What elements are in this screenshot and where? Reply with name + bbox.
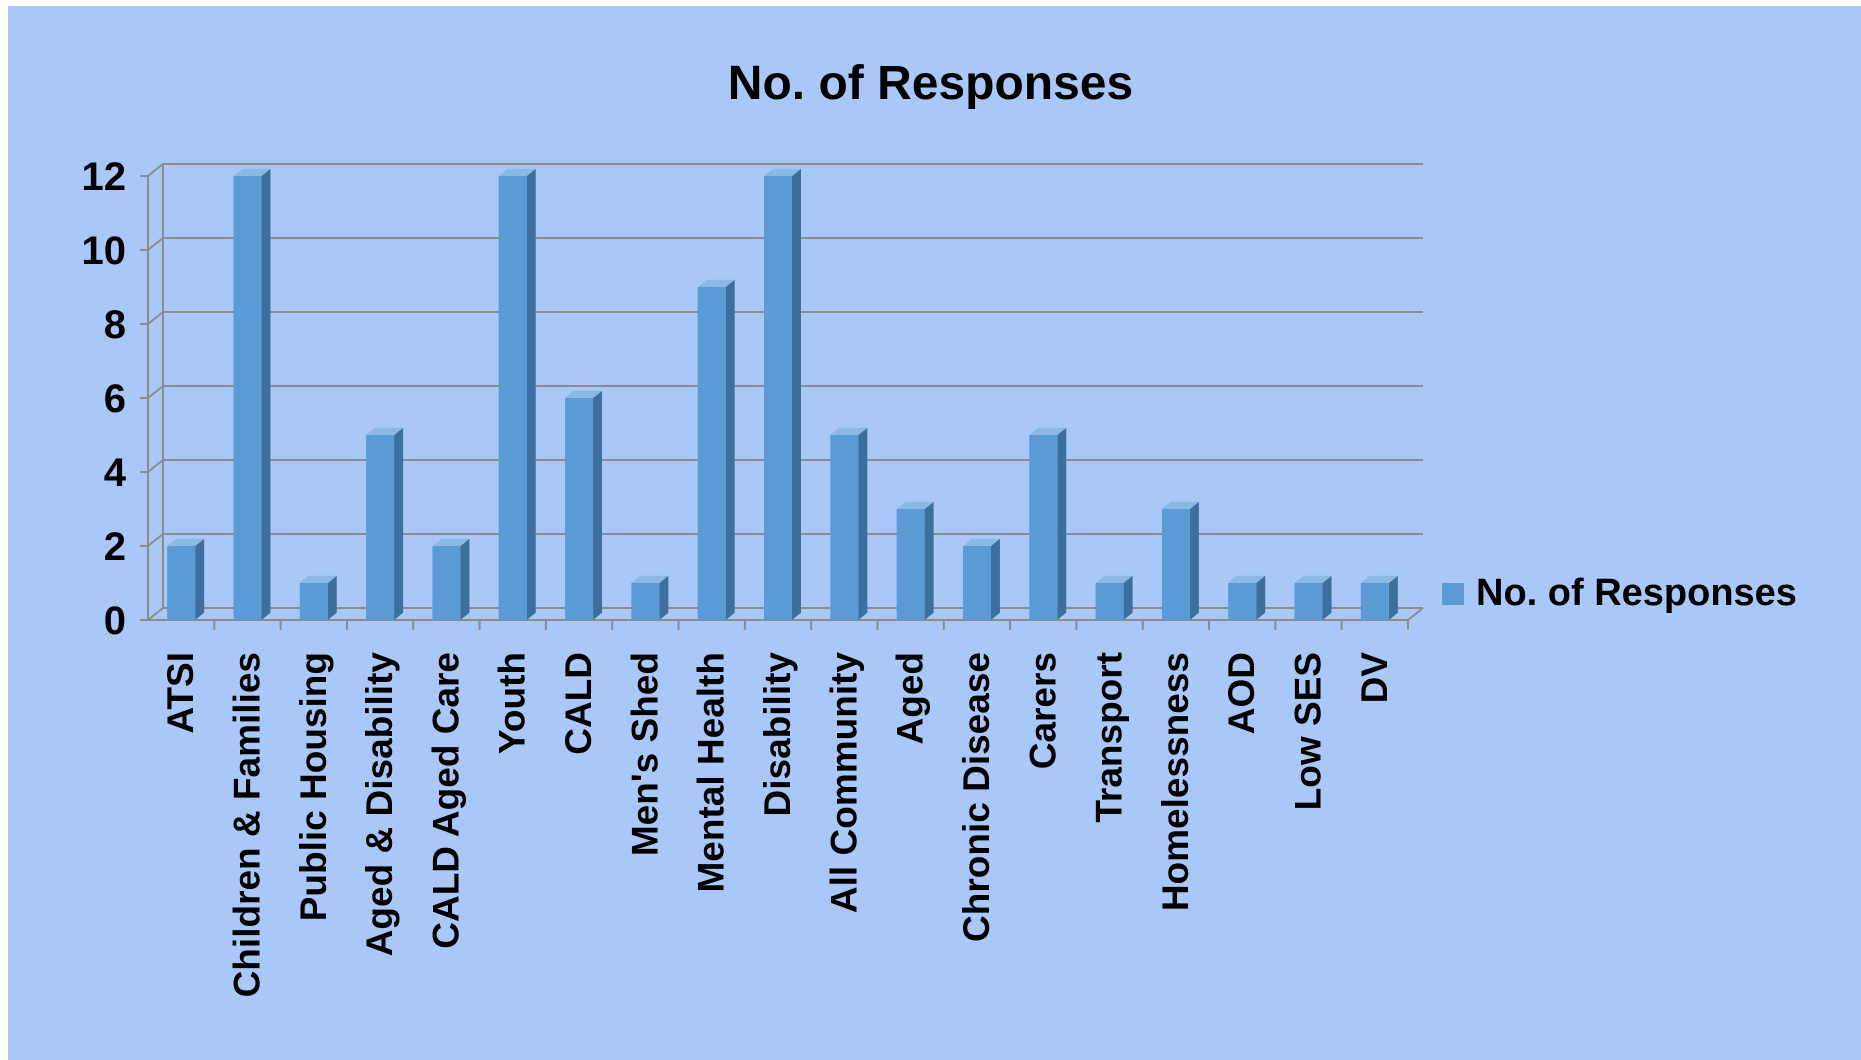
bar (1029, 435, 1058, 620)
bar (1228, 583, 1257, 620)
bar-top (697, 279, 735, 287)
bar (1294, 583, 1323, 620)
bar-top (1228, 575, 1266, 583)
x-tick-label: Public Housing (293, 652, 334, 921)
chart-title: No. of Responses (727, 57, 1134, 110)
gridline-side (147, 163, 164, 177)
bar (631, 583, 660, 620)
bar-side (924, 501, 934, 620)
gridline-side (147, 311, 164, 325)
x-tick-label: Low SES (1288, 652, 1329, 810)
gridline-side (147, 237, 164, 251)
bar-side (1256, 575, 1266, 620)
bar-top (1161, 501, 1199, 509)
y-tick-label: 4 (104, 451, 127, 495)
x-tick-label: Youth (492, 652, 533, 754)
x-tick-label: AOD (1221, 652, 1262, 734)
bar (233, 176, 262, 620)
bar (962, 546, 991, 620)
y-tick-label: 0 (104, 599, 126, 643)
bar (1161, 509, 1190, 620)
bar-side (1388, 575, 1398, 620)
bar-top (299, 575, 337, 583)
bar-side (195, 538, 205, 620)
bar-side (990, 538, 1000, 620)
bar-top (631, 575, 669, 583)
x-tick-label: Chronic Disease (956, 652, 997, 942)
bar-top (1294, 575, 1332, 583)
bar-top (565, 390, 603, 398)
x-tick-label: Men's Shed (624, 652, 665, 856)
gridline-side (147, 385, 164, 399)
bar-side (659, 575, 669, 620)
bar-top (167, 538, 205, 546)
x-tick-label: Carers (1022, 652, 1063, 769)
x-tick-label: CALD Aged Care (425, 652, 466, 949)
bar (167, 546, 196, 620)
bar-side (1123, 575, 1133, 620)
gridline-side (147, 607, 164, 621)
bar (299, 583, 328, 620)
bar (366, 435, 395, 620)
bar (1095, 583, 1124, 620)
legend-swatch (1442, 582, 1464, 605)
x-tick-label: CALD (558, 652, 599, 755)
bar-top (498, 168, 536, 176)
bar-side (394, 427, 404, 620)
bar-side (460, 538, 470, 620)
bar-top (962, 538, 1000, 546)
legend-label: No. of Responses (1476, 572, 1797, 614)
x-tick-label: Aged (890, 652, 931, 745)
bar (764, 176, 792, 620)
bar (1360, 583, 1389, 620)
x-tick-label: Mental Health (691, 652, 732, 893)
y-tick-label: 10 (82, 229, 127, 273)
bar-top (432, 538, 470, 546)
bar-side (593, 390, 603, 620)
bar-side (1322, 575, 1332, 620)
bar-top (366, 427, 404, 435)
bar (432, 546, 461, 620)
x-tick-label: Homelessness (1155, 652, 1196, 911)
bar-top (764, 168, 801, 176)
bar-side (858, 427, 868, 620)
floor-edge (1407, 607, 1424, 621)
bar-side (261, 168, 271, 621)
x-tick-label: Transport (1089, 652, 1130, 823)
bar (565, 398, 594, 620)
bar (697, 287, 726, 620)
y-tick-label: 8 (104, 303, 126, 347)
bar-side (1189, 501, 1199, 620)
bar-top (1360, 575, 1398, 583)
y-tick-label: 2 (104, 525, 126, 569)
x-tick-label: Disability (757, 652, 798, 817)
x-tick-label: All Community (823, 652, 864, 913)
bar-top (1029, 427, 1067, 435)
bar (830, 435, 859, 620)
bar (498, 176, 527, 620)
legend: No. of Responses (1442, 572, 1797, 615)
bar-top (1095, 575, 1133, 583)
gridline-side (147, 533, 164, 547)
bar-side (1057, 427, 1067, 620)
y-tick-label: 12 (82, 155, 127, 199)
x-tick-label: ATSI (160, 652, 201, 734)
x-tick-label: DV (1354, 652, 1395, 704)
gridline-side (147, 459, 164, 473)
bar-side (792, 168, 801, 621)
y-tick-label: 6 (104, 377, 126, 421)
bar-side (725, 279, 735, 620)
bar-side (526, 168, 536, 621)
bar-top (896, 501, 934, 509)
bar (896, 509, 925, 620)
x-tick-label: Aged & Disability (359, 652, 400, 957)
bar-top (233, 168, 271, 176)
bar-side (327, 575, 337, 620)
bar-top (830, 427, 868, 435)
x-tick-label: Children & Families (226, 652, 267, 997)
